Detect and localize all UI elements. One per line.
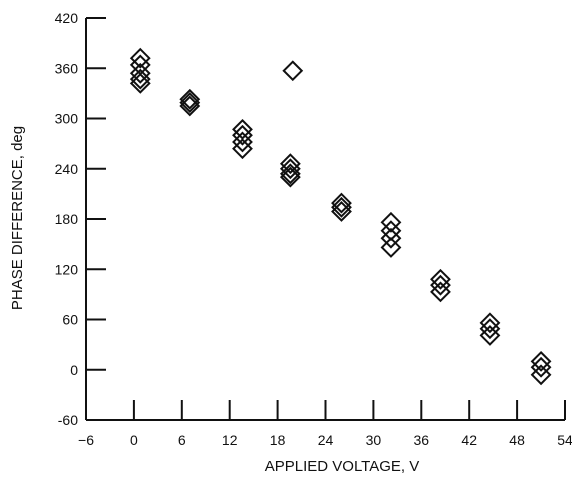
y-ticks: -60 0 60 120 180 240 300 360 420 xyxy=(55,10,106,428)
data-point xyxy=(129,47,151,69)
data-point xyxy=(530,350,552,372)
data-point xyxy=(530,364,552,386)
data-point xyxy=(331,192,352,214)
data-point xyxy=(479,324,501,346)
data-point xyxy=(279,153,301,175)
data-point xyxy=(380,211,402,233)
data-point xyxy=(331,196,352,218)
y-tick-label: 180 xyxy=(55,211,79,227)
x-tick-label: 54 xyxy=(557,432,572,448)
x-tick-label: 42 xyxy=(461,432,477,448)
y-tick-label: 120 xyxy=(55,261,79,277)
x-tick-label: 18 xyxy=(270,432,286,448)
data-point xyxy=(430,268,451,290)
data-point xyxy=(232,124,253,146)
x-tick-label: 0 xyxy=(130,432,138,448)
data-point xyxy=(380,227,402,249)
y-tick-label: 60 xyxy=(62,312,78,328)
x-tick-label: 48 xyxy=(509,432,525,448)
x-tick-label: 36 xyxy=(414,432,430,448)
data-point xyxy=(179,92,201,114)
data-point xyxy=(232,138,253,160)
x-tick-label: 24 xyxy=(318,432,334,448)
axes xyxy=(85,18,565,421)
data-points xyxy=(129,47,552,386)
x-axis-title: APPLIED VOLTAGE, V xyxy=(265,458,420,475)
x-tick-label: −6 xyxy=(78,432,94,448)
data-point xyxy=(279,163,301,185)
data-point xyxy=(479,318,501,340)
y-tick-label: 300 xyxy=(55,111,79,127)
y-tick-label: -60 xyxy=(58,412,78,428)
data-point xyxy=(331,201,352,222)
y-tick-label: 420 xyxy=(55,10,79,26)
data-point xyxy=(179,95,201,117)
y-tick-label: 240 xyxy=(55,161,79,177)
x-tick-label: 30 xyxy=(366,432,382,448)
data-point xyxy=(279,166,301,188)
x-tick-label: 12 xyxy=(222,432,238,448)
data-point xyxy=(279,158,301,180)
data-point xyxy=(430,281,451,303)
x-tick-label: 6 xyxy=(178,432,186,448)
data-point xyxy=(179,88,201,110)
data-point xyxy=(232,118,253,140)
data-point xyxy=(129,62,151,84)
data-point xyxy=(530,356,552,378)
data-point xyxy=(282,60,304,82)
data-point xyxy=(430,274,451,296)
data-point xyxy=(129,72,151,94)
data-point xyxy=(129,68,151,90)
x-ticks: −6 0 6 12 18 24 30 36 42 48 54 xyxy=(78,400,572,448)
data-point xyxy=(479,312,501,334)
data-point xyxy=(232,131,253,153)
data-point xyxy=(380,237,402,258)
y-axis-title: PHASE DIFFERENCE, deg xyxy=(9,126,26,310)
y-tick-label: 360 xyxy=(55,60,79,76)
y-tick-label: 0 xyxy=(70,362,78,378)
